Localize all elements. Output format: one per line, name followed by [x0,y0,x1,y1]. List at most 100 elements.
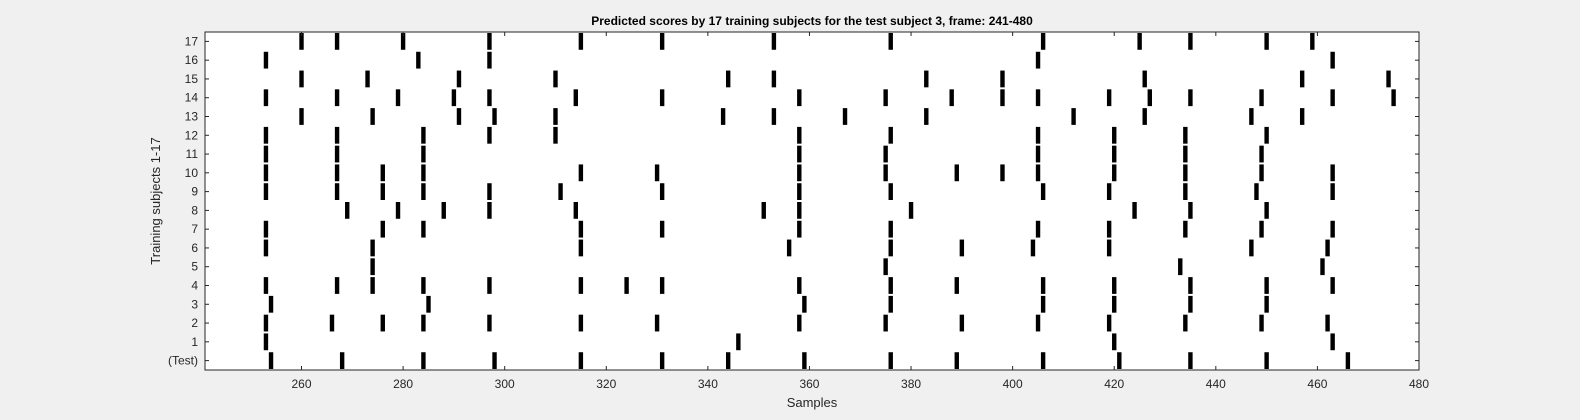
raster-mark [1040,352,1046,369]
raster-mark [263,220,269,238]
raster-mark [654,314,660,332]
raster-mark [395,202,401,219]
y-tick-label: 1 [191,335,198,349]
raster-mark [380,164,385,182]
raster-mark [1183,126,1188,144]
raster-mark [1000,70,1005,88]
raster-mark [1330,220,1335,238]
raster-mark [1000,164,1005,182]
raster-mark [380,314,385,332]
raster-mark [578,164,584,182]
raster-mark [1310,33,1315,50]
raster-mark [1040,183,1046,200]
raster-mark [492,352,497,369]
raster-mark [888,33,893,50]
raster-mark [1259,89,1264,107]
raster-mark [299,33,304,50]
raster-mark [1188,277,1193,294]
raster-mark [1106,220,1112,238]
raster-mark [492,108,497,125]
raster-mark [263,314,269,332]
raster-mark [1035,220,1041,238]
raster-mark [1264,352,1269,369]
raster-mark [1106,89,1112,107]
raster-mark [883,164,888,182]
x-tick-label: 420 [1104,377,1124,391]
raster-mark [1330,333,1335,351]
raster-mark [1330,277,1335,294]
raster-mark [802,295,807,313]
x-tick-label: 300 [495,377,515,391]
y-tick-label: 10 [185,166,199,180]
raster-mark [1259,314,1264,332]
raster-mark [624,277,629,294]
raster-mark [1142,70,1147,88]
raster-mark [1299,70,1305,88]
plot-frame [204,31,1420,371]
raster-mark [1259,164,1264,182]
raster-mark [263,126,269,144]
raster-mark [299,108,304,125]
raster-mark [659,89,665,107]
raster-mark [421,277,426,294]
raster-mark [1112,295,1117,313]
raster-mark [1345,352,1351,369]
raster-mark [487,89,492,107]
raster-mark [456,70,462,88]
raster-mark [380,220,385,238]
raster-mark [578,352,584,369]
raster-mark [1035,126,1041,144]
raster-mark [1259,145,1264,163]
raster-mark [954,277,959,294]
raster-mark [1330,51,1335,69]
raster-mark [659,183,665,200]
raster-mark [954,164,959,182]
raster-mark [654,164,660,182]
y-axis-label: Training subjects 1-17 [148,137,163,264]
x-tick-label: 260 [291,377,311,391]
raster-mark [487,51,492,69]
raster-mark [1178,258,1183,276]
raster-mark [421,314,426,332]
raster-mark [1264,33,1269,50]
raster-mark [1132,202,1137,219]
raster-mark [487,33,492,50]
raster-mark [888,277,893,294]
raster-mark [725,70,731,88]
raster-mark [263,164,269,182]
y-tick-label: 3 [191,297,198,311]
raster-mark [578,239,584,257]
raster-mark [416,51,421,69]
raster-mark [959,314,965,332]
raster-mark [334,33,340,50]
raster-mark [578,314,584,332]
raster-mark [578,220,584,238]
raster-mark [883,89,888,107]
raster-mark [659,33,665,50]
raster-mark [365,70,370,88]
raster-mark [334,164,340,182]
raster-mark [1254,183,1259,200]
y-tick-label: 16 [185,53,199,67]
raster-mark [263,277,269,294]
raster-mark [299,70,304,88]
raster-mark [1188,352,1193,369]
raster-mark [1249,239,1254,257]
raster-mark [1040,295,1046,313]
raster-mark [380,183,385,200]
raster-mark [720,108,726,125]
y-tick-label: 4 [191,279,198,293]
raster-mark [1112,277,1117,294]
y-tick-label: 17 [185,34,199,48]
raster-mark [263,145,269,163]
raster-mark [797,277,802,294]
raster-mark [1188,33,1193,50]
raster-mark [487,202,492,219]
raster-mark [771,70,777,88]
raster-mark [949,89,954,107]
raster-mark [908,202,914,219]
raster-mark [1188,89,1193,107]
raster-mark [268,295,274,313]
